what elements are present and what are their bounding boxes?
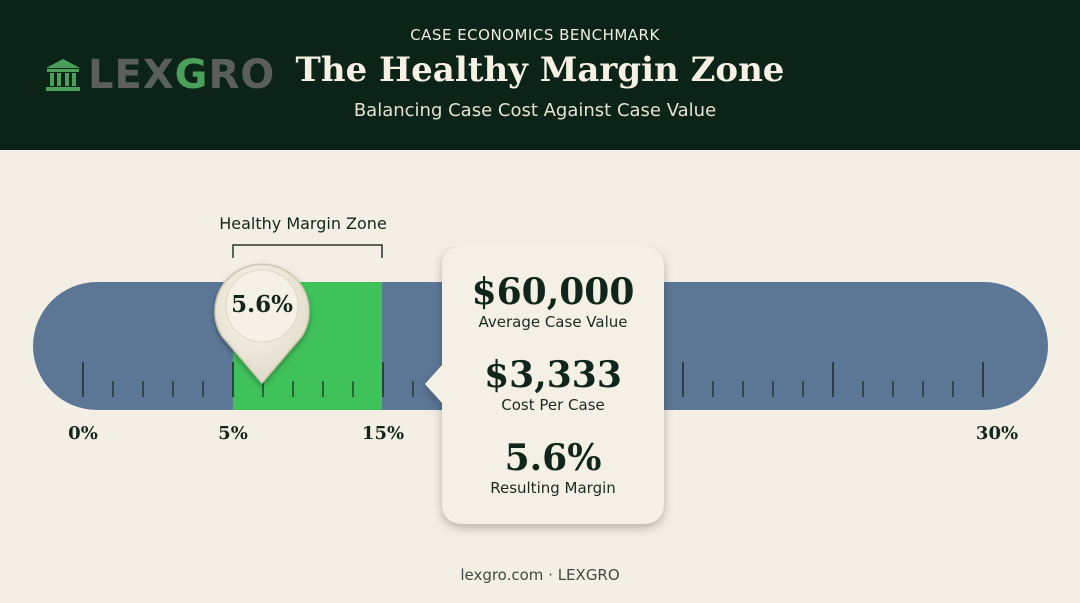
tick-label-5: 5% xyxy=(218,423,248,444)
page-subtitle: Balancing Case Cost Against Case Value xyxy=(353,100,717,121)
logo: LEXGRO xyxy=(44,52,275,98)
marker-value: 5.6% xyxy=(231,291,293,318)
stat-value: 5.6% xyxy=(504,437,602,479)
stat-case-value: $60,000 Average Case Value xyxy=(442,271,664,331)
tick-label-30: 30% xyxy=(975,423,1019,444)
stat-value: $3,333 xyxy=(484,354,622,396)
page-title: The Healthy Margin Zone xyxy=(295,50,785,90)
stats-card: $60,000 Average Case Value $3,333 Cost P… xyxy=(425,246,664,524)
pin-inner-circle xyxy=(225,269,299,343)
stat-label: Cost Per Case xyxy=(501,396,605,414)
stat-label: Resulting Margin xyxy=(490,479,616,497)
card-callout-shape xyxy=(425,246,664,524)
tick-label-0: 0% xyxy=(68,423,98,444)
zone-bracket xyxy=(232,244,383,258)
logo-wordmark: LEXGRO xyxy=(88,52,276,98)
footer-text: lexgro.com · LEXGRO xyxy=(460,566,620,584)
stat-cost-per-case: $3,333 Cost Per Case xyxy=(442,354,664,414)
zone-label: Healthy Margin Zone xyxy=(219,214,387,233)
bank-building-icon xyxy=(46,59,80,91)
stat-label: Average Case Value xyxy=(478,313,628,331)
stat-value: $60,000 xyxy=(471,271,635,313)
tick-label-15: 15% xyxy=(361,423,405,444)
stat-resulting-margin: 5.6% Resulting Margin xyxy=(442,437,664,497)
header-banner: LEXGRO CASE ECONOMICS BENCHMARK The Heal… xyxy=(0,0,1080,150)
kicker-text: CASE ECONOMICS BENCHMARK xyxy=(410,26,660,44)
